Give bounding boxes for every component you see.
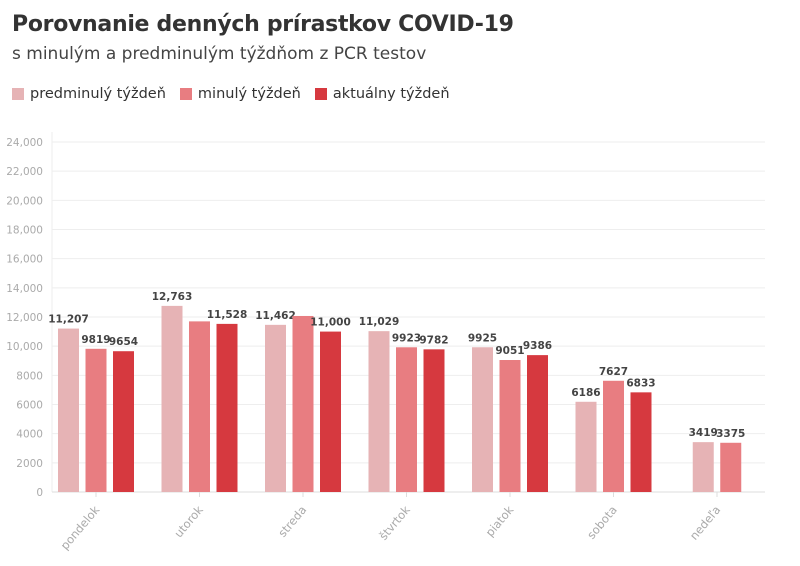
data-label: 12,763 <box>152 291 193 303</box>
legend-label: predminulý týždeň <box>30 86 166 102</box>
data-label: 9654 <box>109 336 138 348</box>
chart-subtitle: s minulým a predminulým týždňom z PCR te… <box>12 44 427 64</box>
data-label: 11,462 <box>255 310 296 322</box>
data-label: 7627 <box>599 366 628 378</box>
bar <box>58 328 79 492</box>
data-label: 6833 <box>626 377 655 389</box>
x-tick-label: streda <box>275 503 309 540</box>
data-label: 6186 <box>571 387 600 399</box>
bar <box>161 305 183 492</box>
data-label: 3419 <box>689 427 718 439</box>
y-tick-label: 22,000 <box>6 166 43 178</box>
bar <box>692 442 714 492</box>
data-label: 9051 <box>495 345 524 357</box>
data-label: 9782 <box>419 334 448 346</box>
y-tick-label: 8000 <box>16 370 43 382</box>
legend-swatch <box>12 88 24 100</box>
x-tick-label: nedeľa <box>687 503 724 543</box>
legend-item: minulý týždeň <box>179 86 301 102</box>
chart-title: Porovnanie denných prírastkov COVID-19 <box>12 12 514 37</box>
legend-item: aktuálny týždeň <box>314 86 450 102</box>
data-label: 9925 <box>468 332 497 344</box>
bar <box>265 324 286 492</box>
bar <box>575 401 597 492</box>
bar <box>720 442 742 492</box>
y-tick-label: 6000 <box>16 400 43 412</box>
bar <box>472 347 493 492</box>
y-tick-label: 10,000 <box>6 341 43 353</box>
y-tick-label: 4000 <box>16 429 43 441</box>
bar <box>216 323 238 492</box>
bar <box>527 355 548 492</box>
x-tick-label: sobota <box>584 503 620 542</box>
x-tick-label: piatok <box>483 503 517 540</box>
legend-item: predminulý týždeň <box>12 86 166 102</box>
y-tick-label: 14,000 <box>6 283 43 295</box>
y-tick-label: 0 <box>36 487 43 499</box>
y-tick-label: 2000 <box>16 458 43 470</box>
data-label: 11,207 <box>48 314 89 326</box>
bar <box>499 360 521 492</box>
data-label: 9923 <box>392 332 421 344</box>
y-tick-label: 20,000 <box>6 195 43 207</box>
x-tick-label: štvrtok <box>376 503 413 543</box>
bar <box>292 315 314 492</box>
data-label: 9819 <box>81 334 110 346</box>
bar <box>603 380 624 492</box>
bar <box>630 392 652 492</box>
legend-label: aktuálny týždeň <box>332 86 450 102</box>
y-tick-label: 18,000 <box>6 225 43 237</box>
y-tick-label: 24,000 <box>6 137 43 149</box>
data-label: 11,000 <box>310 317 351 329</box>
y-tick-label: 16,000 <box>6 254 43 266</box>
bar <box>85 348 107 492</box>
x-tick-label: utorok <box>171 503 206 541</box>
legend-label: minulý týždeň <box>197 86 301 102</box>
x-tick-label: pondelok <box>58 503 103 553</box>
y-tick-label: 12,000 <box>6 312 43 324</box>
legend-swatch <box>314 88 327 100</box>
data-label: 11,029 <box>359 316 400 328</box>
bar <box>368 331 390 492</box>
bar <box>396 347 417 492</box>
bar <box>113 351 134 492</box>
bar <box>189 321 210 492</box>
legend: predminulý týždeň minulý týždeň aktuálny… <box>12 86 450 102</box>
data-label: 9386 <box>523 340 552 352</box>
bar <box>320 331 341 492</box>
data-label: 3375 <box>716 428 745 440</box>
bar <box>423 349 445 492</box>
legend-swatch <box>179 88 192 100</box>
data-label: 11,528 <box>207 309 248 321</box>
